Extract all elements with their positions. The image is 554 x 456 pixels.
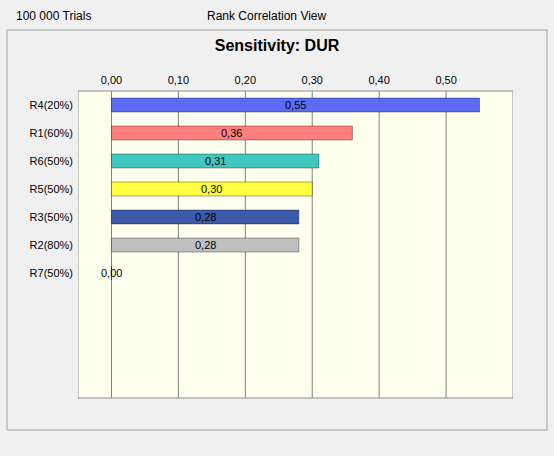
svg-text:R5(50%): R5(50%) [30, 183, 73, 195]
svg-text:R7(50%): R7(50%) [30, 267, 73, 279]
svg-text:0,55: 0,55 [285, 99, 306, 111]
svg-text:0,20: 0,20 [235, 74, 256, 86]
svg-text:R2(80%): R2(80%) [30, 239, 73, 251]
svg-text:0,10: 0,10 [168, 74, 189, 86]
svg-text:0,00: 0,00 [101, 267, 122, 279]
svg-text:0,00: 0,00 [101, 74, 122, 86]
svg-text:0,36: 0,36 [221, 127, 242, 139]
svg-text:0,31: 0,31 [205, 155, 226, 167]
svg-text:0,30: 0,30 [302, 74, 323, 86]
svg-text:Rank Correlation View: Rank Correlation View [207, 9, 327, 23]
svg-text:Sensitivity: DUR: Sensitivity: DUR [215, 37, 340, 54]
svg-text:0,40: 0,40 [368, 74, 389, 86]
svg-text:0,50: 0,50 [435, 74, 456, 86]
svg-text:R6(50%): R6(50%) [30, 155, 73, 167]
svg-text:R3(50%): R3(50%) [30, 211, 73, 223]
svg-text:0,30: 0,30 [201, 183, 222, 195]
svg-text:0,28: 0,28 [195, 239, 216, 251]
svg-text:R1(60%): R1(60%) [30, 127, 73, 139]
svg-text:0,28: 0,28 [195, 211, 216, 223]
svg-text:R4(20%): R4(20%) [30, 99, 73, 111]
svg-text:100 000 Trials: 100 000 Trials [16, 9, 91, 23]
